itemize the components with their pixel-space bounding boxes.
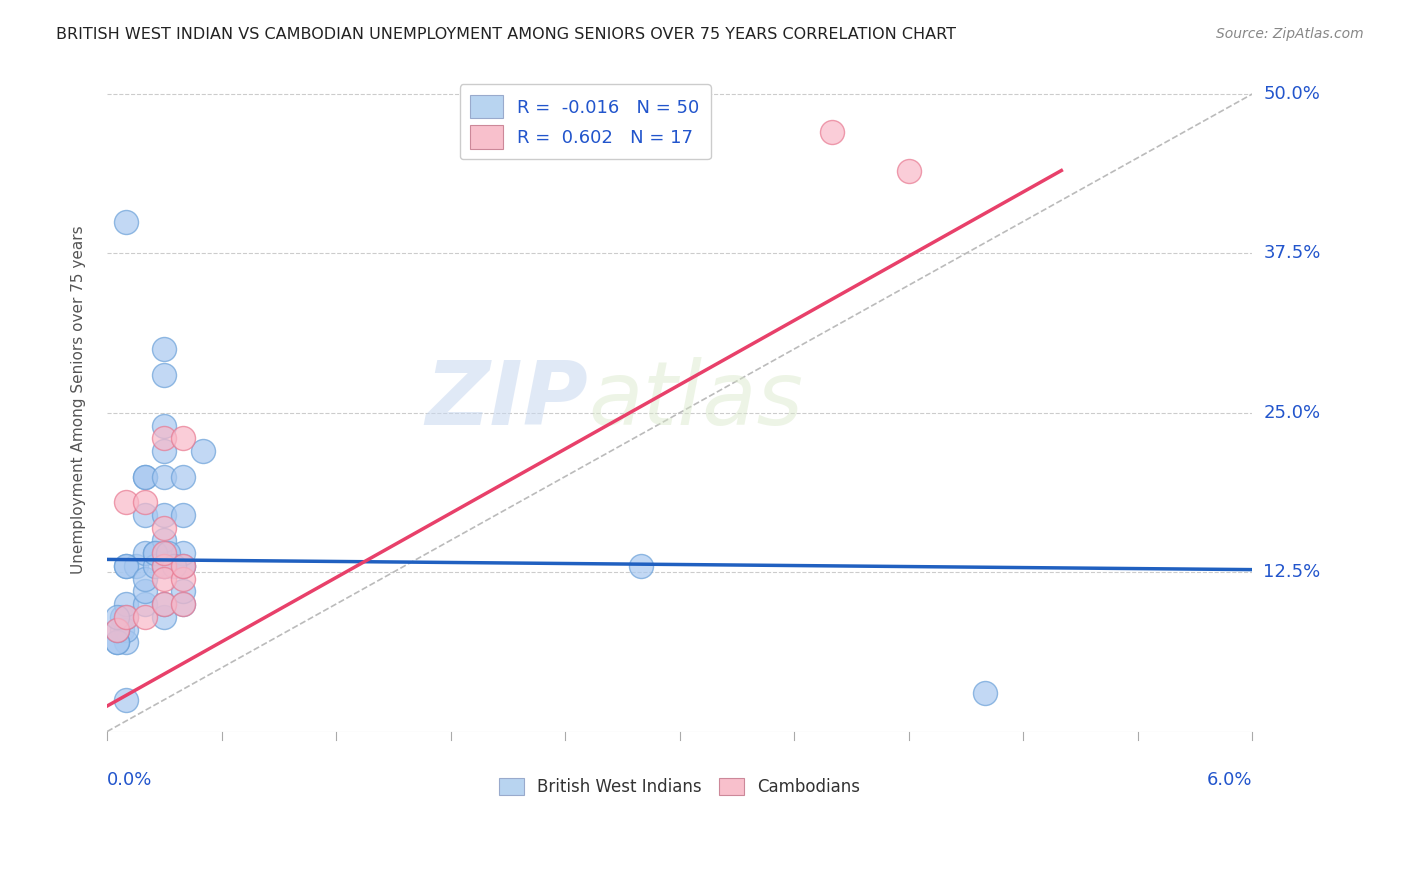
Point xyxy=(172,469,194,483)
Point xyxy=(153,469,176,483)
Point xyxy=(115,609,138,624)
Text: ZIP: ZIP xyxy=(425,357,588,443)
Point xyxy=(115,609,138,624)
Y-axis label: Unemployment Among Seniors over 75 years: Unemployment Among Seniors over 75 years xyxy=(72,226,86,574)
Legend: British West Indians, Cambodians: British West Indians, Cambodians xyxy=(492,772,866,803)
Point xyxy=(115,623,138,637)
Text: 37.5%: 37.5% xyxy=(1264,244,1320,262)
Point xyxy=(134,546,156,560)
Point xyxy=(105,635,128,649)
Text: 6.0%: 6.0% xyxy=(1206,772,1253,789)
Point xyxy=(163,558,186,573)
Text: Source: ZipAtlas.com: Source: ZipAtlas.com xyxy=(1216,27,1364,41)
Point xyxy=(157,546,180,560)
Point xyxy=(172,546,194,560)
Point xyxy=(153,558,176,573)
Point xyxy=(134,469,156,483)
Point xyxy=(105,623,128,637)
Point xyxy=(134,469,156,483)
Point xyxy=(974,686,997,700)
Point xyxy=(153,368,176,382)
Point xyxy=(153,444,176,458)
Point xyxy=(172,558,194,573)
Point xyxy=(115,214,138,228)
Point xyxy=(125,558,148,573)
Point xyxy=(172,558,194,573)
Point xyxy=(105,635,128,649)
Point xyxy=(172,597,194,611)
Text: BRITISH WEST INDIAN VS CAMBODIAN UNEMPLOYMENT AMONG SENIORS OVER 75 YEARS CORREL: BRITISH WEST INDIAN VS CAMBODIAN UNEMPLO… xyxy=(56,27,956,42)
Point xyxy=(111,609,134,624)
Text: 12.5%: 12.5% xyxy=(1264,563,1320,582)
Point xyxy=(172,508,194,522)
Point xyxy=(153,597,176,611)
Text: 0.0%: 0.0% xyxy=(107,772,152,789)
Point xyxy=(172,572,194,586)
Point xyxy=(897,163,920,178)
Text: atlas: atlas xyxy=(588,357,803,443)
Point xyxy=(153,572,176,586)
Point xyxy=(153,558,176,573)
Point xyxy=(134,609,156,624)
Point xyxy=(143,546,166,560)
Point xyxy=(134,495,156,509)
Point xyxy=(115,558,138,573)
Text: 50.0%: 50.0% xyxy=(1264,85,1320,103)
Point xyxy=(115,495,138,509)
Point xyxy=(153,546,176,560)
Point xyxy=(153,609,176,624)
Point xyxy=(172,597,194,611)
Point xyxy=(153,558,176,573)
Point xyxy=(153,520,176,534)
Point xyxy=(172,558,194,573)
Point xyxy=(153,546,176,560)
Point xyxy=(105,623,128,637)
Point xyxy=(172,431,194,445)
Point xyxy=(153,533,176,548)
Point xyxy=(153,431,176,445)
Point xyxy=(115,635,138,649)
Point xyxy=(630,558,652,573)
Point xyxy=(153,508,176,522)
Point xyxy=(143,558,166,573)
Text: 25.0%: 25.0% xyxy=(1264,404,1320,422)
Point xyxy=(153,597,176,611)
Point xyxy=(153,546,176,560)
Point xyxy=(105,609,128,624)
Point xyxy=(134,584,156,599)
Point xyxy=(115,597,138,611)
Point xyxy=(134,508,156,522)
Point xyxy=(821,125,844,139)
Point xyxy=(134,597,156,611)
Point xyxy=(153,342,176,356)
Point xyxy=(143,546,166,560)
Point xyxy=(191,444,214,458)
Point xyxy=(115,558,138,573)
Point xyxy=(134,572,156,586)
Point xyxy=(153,418,176,433)
Point xyxy=(172,584,194,599)
Point xyxy=(115,692,138,706)
Point xyxy=(111,623,134,637)
